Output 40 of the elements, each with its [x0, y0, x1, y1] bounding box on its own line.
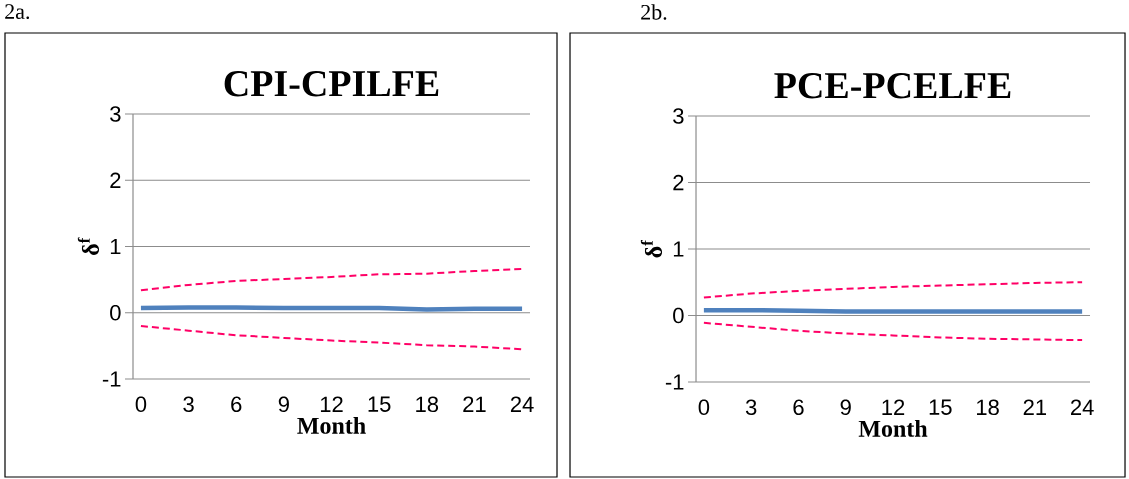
x-tick-label: 15: [929, 399, 952, 415]
text: 2a.: [5, 4, 30, 20]
x-tick-label: 24: [510, 396, 534, 412]
chart-title: PCE-PCELFE: [774, 72, 1011, 99]
y-tick-label: 2: [110, 172, 121, 188]
x-tick-label: 3: [745, 399, 757, 416]
y-tick-label: 0: [673, 307, 684, 324]
x-tick-label: 6: [793, 399, 804, 416]
x-axis-title: Month: [297, 416, 366, 434]
x-tick-label: 24: [1071, 399, 1094, 415]
x-tick-label: 6: [231, 396, 242, 413]
x-tick-label: 21: [1023, 399, 1047, 415]
x-tick-label: 12: [320, 396, 343, 412]
y-tick-label: 1: [673, 241, 684, 257]
y-tick-label: 0: [110, 304, 121, 321]
y-tick-label: 2: [673, 174, 684, 191]
y-tick-label: 3: [110, 106, 121, 122]
y-tick-label: 3: [673, 108, 684, 124]
line-series: [702, 281, 1084, 299]
chart-title: CPI-CPILFE: [224, 70, 439, 97]
text: 2b.: [641, 4, 667, 20]
x-tick-label: 3: [183, 396, 194, 413]
x-tick-label: 9: [278, 396, 289, 413]
y-axis-title: δ$^{f}$: [77, 237, 100, 255]
y-tick-label: 1: [110, 238, 121, 255]
line-series: [139, 268, 524, 292]
x-tick-label: 18: [977, 399, 999, 416]
x-tick-label: 15: [368, 396, 391, 412]
x-tick-label: 0: [135, 396, 147, 413]
x-tick-label: 9: [840, 399, 851, 416]
x-tick-label: 21: [463, 396, 486, 412]
line-series: [139, 325, 524, 351]
x-tick-label: 0: [698, 399, 710, 416]
y-tick-label: -1: [665, 374, 684, 390]
x-axis-title: Month: [858, 419, 928, 437]
x-tick-label: 18: [416, 396, 439, 413]
y-tick-label: -1: [102, 371, 121, 387]
x-tick-label: 12: [882, 399, 905, 415]
y-axis-title: δ$^{f}$: [640, 240, 663, 258]
line-series: [702, 321, 1084, 342]
